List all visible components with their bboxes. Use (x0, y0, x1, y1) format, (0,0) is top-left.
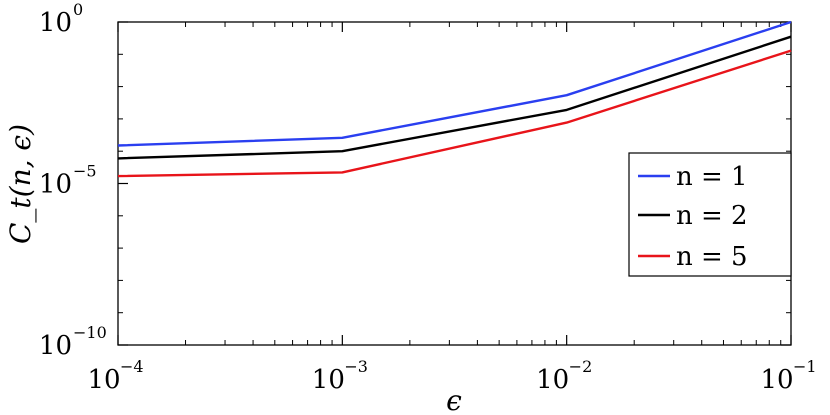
x-tick-label: 10 −4 (87, 357, 143, 395)
y-tick-label: 10 −5 (39, 162, 97, 200)
x-tick-exponent: −3 (344, 357, 368, 376)
x-tick-exponent: −1 (793, 357, 817, 376)
y-tick-exponent: −10 (73, 323, 107, 342)
legend-label: n = 2 (676, 201, 748, 231)
x-tick-exponent: −2 (569, 357, 593, 376)
y-tick-label: 10 −10 (39, 323, 107, 361)
y-tick-base: 10 (39, 8, 72, 38)
x-axis-label: ϵ (446, 384, 462, 415)
x-tick-base: 10 (536, 365, 569, 395)
y-tick-base: 10 (39, 331, 72, 361)
series-lines (117, 20, 792, 178)
major-ticks (117, 21, 792, 346)
x-tick-exponent: −4 (120, 357, 144, 376)
x-tick-base: 10 (760, 365, 793, 395)
y-tick-label: 10 0 (39, 0, 83, 38)
legend: n = 1 n = 2 n = 5 (628, 152, 792, 277)
x-tick-label: 10 −1 (760, 357, 816, 395)
legend-entry: n = 5 (638, 242, 748, 272)
series-line (117, 35, 792, 160)
y-tick-base: 10 (39, 170, 72, 200)
y-tick-exponent: −5 (73, 162, 97, 181)
legend-label: n = 1 (676, 162, 748, 192)
x-tick-base: 10 (312, 365, 345, 395)
y-axis-label: C_t(n, ϵ) (4, 124, 37, 244)
x-tick-label: 10 −2 (536, 357, 592, 395)
series-line (117, 20, 792, 147)
legend-label: n = 5 (676, 242, 748, 272)
x-tick-label: 10 −3 (312, 357, 368, 395)
y-tick-exponent: 0 (73, 0, 83, 19)
series-line (117, 49, 792, 178)
legend-entry: n = 2 (638, 201, 748, 231)
legend-entry: n = 1 (638, 162, 748, 192)
x-tick-labels: 10 −4 10 −3 10 −2 10 −1 (87, 357, 816, 395)
x-tick-base: 10 (87, 365, 120, 395)
